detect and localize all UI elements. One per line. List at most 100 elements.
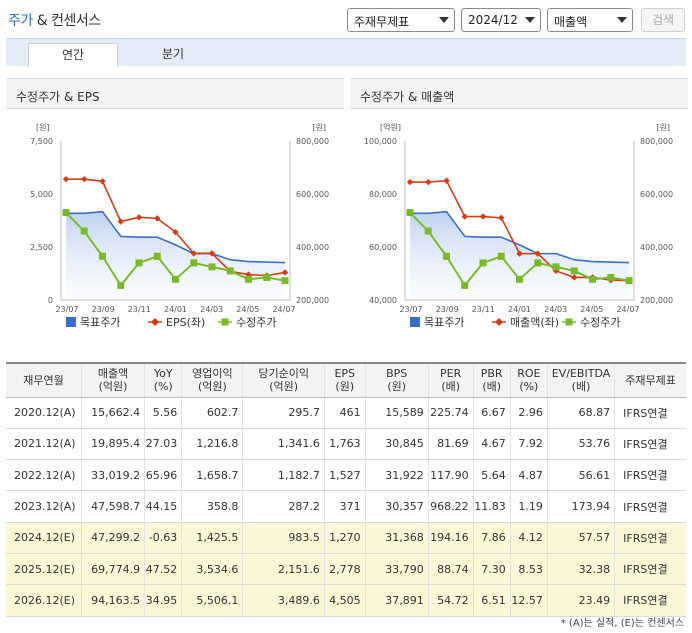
column-header-label: 당기순이익 — [258, 367, 309, 381]
table-cell: 2024.12(E) — [6, 522, 82, 554]
tab-quarterly[interactable]: 분기 — [161, 47, 185, 61]
metric-select[interactable]: 매출액 — [547, 8, 633, 32]
x-tick-label: 23/09 — [436, 305, 459, 314]
table-cell: 5.64 — [473, 459, 511, 492]
table-cell: 44.15 — [144, 490, 183, 523]
table-cell: 3,489.6 — [242, 584, 325, 617]
statement-select[interactable]: 주재무제표 — [347, 8, 455, 32]
left-tick-label: 100,000 — [364, 137, 397, 146]
table-row: 2026.12(E) 94,163.5 34.95 5,506.1 3,489.6 4,5… — [6, 584, 686, 617]
adjusted-price-point — [443, 252, 450, 260]
left-tick-label: 2,500 — [30, 243, 53, 252]
table-cell: 69,774.9 — [81, 553, 146, 586]
table-cell: 33,019.2 — [81, 459, 146, 492]
x-tick-label: 23/11 — [472, 305, 495, 314]
column-header: 당기순이익 (억원) — [242, 362, 325, 398]
adjusted-price-point — [406, 209, 414, 217]
x-tick-label: 24/03 — [200, 305, 223, 314]
x-tick-label: 24/07 — [616, 305, 639, 314]
column-header: PER (배) — [428, 362, 474, 398]
table-cell: 53.76 — [547, 428, 616, 461]
table-cell: 295.7 — [242, 397, 325, 429]
left-series-point — [281, 269, 289, 276]
adjusted-price-point — [117, 281, 125, 289]
adjusted-price-point — [534, 259, 542, 267]
table-cell: 47,299.2 — [81, 522, 146, 554]
adjusted-price-point — [570, 267, 578, 275]
table-cell: 1,527 — [324, 459, 366, 492]
table-cell: 31,922 — [365, 459, 429, 492]
adjusted-price-point — [589, 275, 596, 283]
table-cell: 56.61 — [547, 459, 616, 492]
adjusted-price-point — [461, 281, 469, 289]
table-cell: 2.96 — [510, 397, 548, 429]
tab-annual[interactable]: 연간 — [28, 43, 118, 67]
target-price-line — [66, 210, 286, 264]
legend-target-marker — [410, 317, 420, 327]
table-cell: 23.49 — [547, 584, 616, 617]
table-cell: 4.67 — [473, 428, 511, 461]
table-cell: 7.30 — [473, 553, 511, 586]
column-header-unit: (억원) — [98, 380, 128, 394]
table-cell: 2,778 — [324, 553, 366, 586]
table-cell: 32.38 — [547, 553, 616, 586]
adjusted-price-point — [99, 252, 106, 260]
table-cell: 7.86 — [473, 522, 511, 554]
table-cell: 81.69 — [428, 428, 474, 461]
table-cell: 65.96 — [144, 459, 183, 492]
table-cell: 173.94 — [547, 490, 616, 523]
table-cell: 2022.12(A) — [6, 459, 82, 492]
table-body: 2020.12(A) 15,662.4 5.56 602.7 295.7 461 15,58… — [6, 397, 686, 617]
table-cell: 2021.12(A) — [6, 428, 82, 461]
table-cell: 3,534.6 — [181, 553, 244, 586]
table-cell: 2025.12(E) — [6, 553, 82, 586]
table-cell: 27.03 — [144, 428, 183, 461]
left-tick-label: 5,000 — [30, 190, 53, 199]
column-header: ROE (%) — [510, 362, 548, 398]
chart-title: 수정주가 & EPS — [6, 79, 344, 109]
left-series-point — [516, 250, 523, 257]
column-header-label: BPS — [386, 367, 408, 381]
column-header-label: EV/EBITDA — [551, 367, 611, 381]
chart-title: 수정주가 & 매출액 — [350, 79, 688, 109]
column-header: 영업이익 (억원) — [181, 362, 244, 398]
table-cell: 287.2 — [242, 490, 325, 523]
column-header-unit: (억원) — [197, 380, 227, 394]
left-tick-label: 0 — [48, 296, 53, 305]
column-header: YoY (%) — [144, 362, 183, 398]
left-series-point — [571, 274, 578, 281]
table-cell: 117.90 — [428, 459, 474, 492]
period-select[interactable]: 2024/12 — [461, 8, 541, 32]
sales-chart: [억원] [원] 40,000 60,000 80,000 100,000 200,000 4… — [364, 122, 673, 329]
column-header-label: PBR — [480, 367, 503, 381]
search-button[interactable]: 검색 — [641, 8, 685, 32]
legend-left-marker — [151, 318, 159, 326]
table-cell: 5,506.1 — [181, 584, 244, 617]
column-header-label: PER — [440, 367, 462, 381]
table-cell: 1,763 — [324, 428, 366, 461]
right-tick-label: 800,000 — [640, 137, 673, 146]
column-header: 매출액 (억원) — [81, 362, 146, 398]
table-cell: 5.56 — [144, 397, 183, 429]
footnote: * (A)는 실적, (E)는 컨센서스 — [560, 618, 684, 629]
table-cell: 7.92 — [510, 428, 548, 461]
column-header-label: YoY — [153, 367, 173, 381]
left-series-point — [135, 214, 143, 221]
table-cell: 88.74 — [428, 553, 474, 586]
right-tick-label: 400,000 — [296, 243, 329, 252]
legend-adjusted-label: 수정주가 — [580, 316, 620, 329]
table-cell: IFRS연결 — [614, 522, 686, 554]
table-cell: 33,790 — [365, 553, 429, 586]
legend-left-marker — [495, 318, 503, 326]
chevron-down-icon — [617, 17, 627, 23]
table-cell: 194.16 — [428, 522, 474, 554]
table-row: 2021.12(A) 19,895.4 27.03 1,216.8 1,341.6 1,7… — [6, 428, 686, 461]
column-header: PBR (배) — [473, 362, 511, 398]
table-cell: 461 — [324, 397, 366, 429]
adjusted-price-point — [62, 209, 70, 217]
table-cell: 15,589 — [365, 397, 429, 429]
table-cell: 15,662.4 — [81, 397, 146, 429]
table-cell: 19,895.4 — [81, 428, 146, 461]
title-sub: 컨센서스 — [51, 13, 101, 29]
right-tick-label: 400,000 — [640, 243, 673, 252]
